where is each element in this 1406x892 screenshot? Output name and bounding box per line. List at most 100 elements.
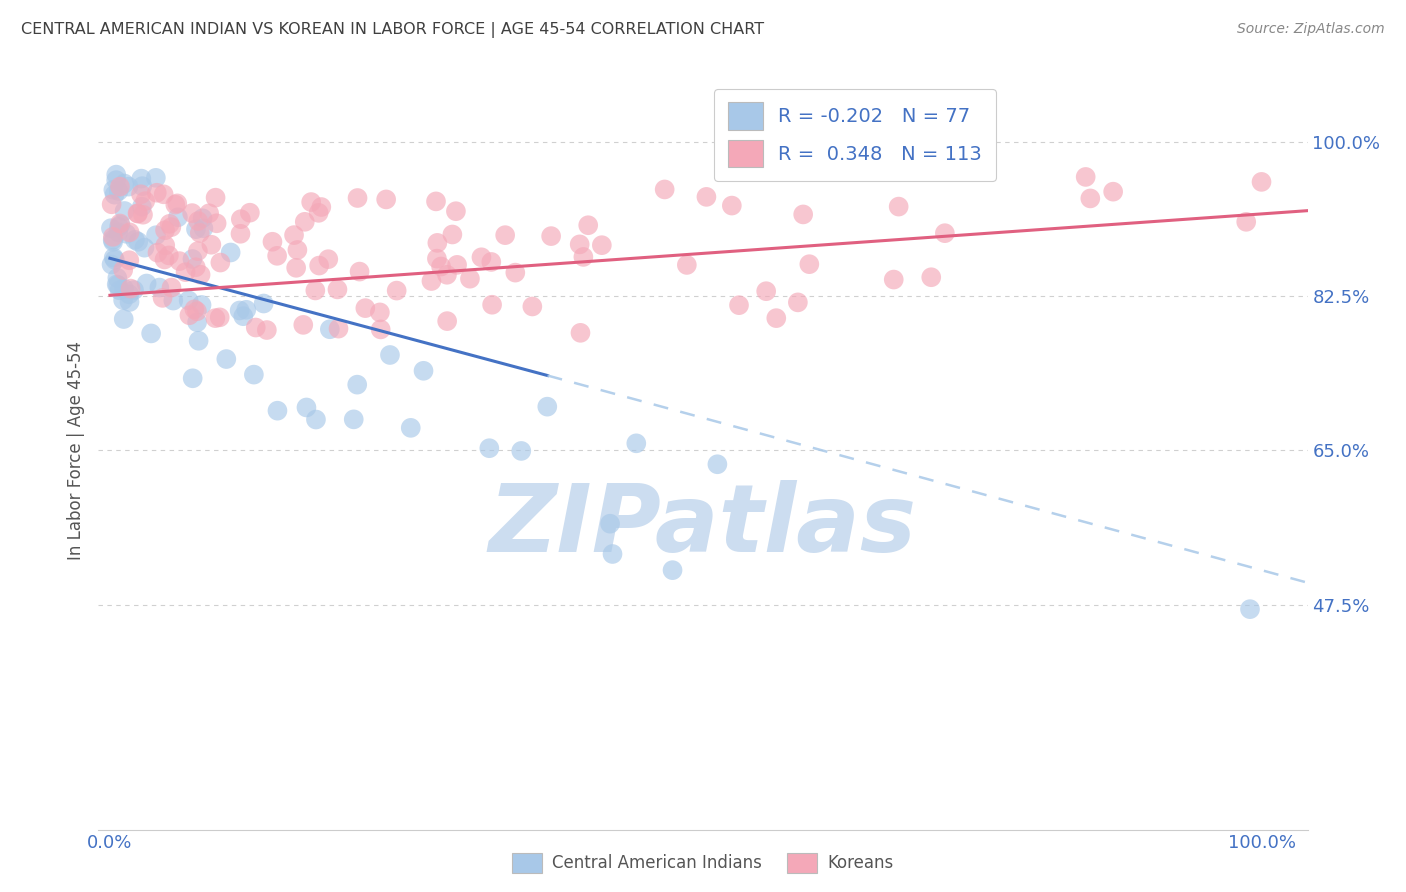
Point <box>183 302 205 317</box>
Point <box>228 303 250 318</box>
Point <box>316 252 339 267</box>
Point <box>262 235 284 249</box>
Point <box>112 282 135 296</box>
Legend: Central American Indians, Koreans: Central American Indians, Koreans <box>506 847 900 880</box>
Point <box>430 260 453 274</box>
Point <box>181 371 204 385</box>
Point <box>200 237 222 252</box>
Point <box>134 194 156 208</box>
Point <box>146 245 169 260</box>
Text: CENTRAL AMERICAN INDIAN VS KOREAN IN LABOR FORCE | AGE 45-54 CORRELATION CHART: CENTRAL AMERICAN INDIAN VS KOREAN IN LAB… <box>21 22 765 38</box>
Point <box>232 309 254 323</box>
Point <box>540 229 562 244</box>
Point <box>157 248 180 262</box>
Point <box>209 255 232 269</box>
Point <box>118 225 141 239</box>
Point <box>934 226 956 240</box>
Point <box>107 225 129 239</box>
Point <box>370 322 392 336</box>
Point <box>765 311 787 326</box>
Point <box>186 315 208 329</box>
Point <box>115 227 138 241</box>
Point <box>243 368 266 382</box>
Point <box>131 200 153 214</box>
Point <box>103 183 125 197</box>
Point <box>695 190 717 204</box>
Point <box>166 196 188 211</box>
Point <box>100 197 122 211</box>
Point <box>193 221 215 235</box>
Point <box>153 223 176 237</box>
Point <box>294 215 316 229</box>
Point <box>146 186 169 200</box>
Point <box>304 284 326 298</box>
Point <box>755 284 778 298</box>
Point <box>112 263 135 277</box>
Point <box>229 212 252 227</box>
Point <box>446 258 468 272</box>
Point <box>285 260 308 275</box>
Point <box>120 282 142 296</box>
Point <box>420 274 443 288</box>
Point <box>190 268 212 282</box>
Point <box>568 237 591 252</box>
Point <box>204 191 226 205</box>
Point <box>1078 191 1101 205</box>
Point <box>107 278 129 293</box>
Point <box>728 298 751 312</box>
Point <box>1102 185 1125 199</box>
Point <box>105 277 128 292</box>
Point <box>131 171 153 186</box>
Point <box>343 412 366 426</box>
Point <box>198 206 221 220</box>
Point <box>100 221 122 235</box>
Point <box>165 197 187 211</box>
Point <box>721 198 744 212</box>
Point <box>131 179 153 194</box>
Point <box>920 270 942 285</box>
Point <box>458 271 481 285</box>
Text: ZIPatlas: ZIPatlas <box>489 480 917 573</box>
Point <box>155 238 177 252</box>
Point <box>425 194 447 209</box>
Point <box>235 302 257 317</box>
Point <box>676 258 699 272</box>
Point <box>479 255 502 269</box>
Point <box>426 235 449 250</box>
Point <box>134 241 156 255</box>
Point <box>129 187 152 202</box>
Point <box>127 206 149 220</box>
Point <box>1074 169 1097 184</box>
Point <box>399 421 422 435</box>
Point <box>602 547 624 561</box>
Point <box>179 308 201 322</box>
Point <box>883 272 905 286</box>
Point <box>184 222 207 236</box>
Point <box>412 364 434 378</box>
Point <box>187 334 209 348</box>
Point <box>105 173 128 187</box>
Point <box>187 214 209 228</box>
Point <box>572 250 595 264</box>
Point <box>436 314 458 328</box>
Point <box>101 235 124 249</box>
Point <box>204 311 226 326</box>
Point <box>887 200 910 214</box>
Point <box>219 245 242 260</box>
Point <box>132 208 155 222</box>
Point <box>326 282 349 296</box>
Point <box>505 266 527 280</box>
Point <box>229 227 252 241</box>
Point <box>139 326 162 341</box>
Point <box>118 287 141 301</box>
Legend: R = -0.202   N = 77, R =  0.348   N = 113: R = -0.202 N = 77, R = 0.348 N = 113 <box>714 88 995 181</box>
Y-axis label: In Labor Force | Age 45-54: In Labor Force | Age 45-54 <box>66 341 84 560</box>
Point <box>478 441 501 455</box>
Point <box>299 195 322 210</box>
Point <box>159 217 181 231</box>
Point <box>181 206 204 220</box>
Point <box>626 436 648 450</box>
Point <box>346 191 368 205</box>
Point <box>287 243 309 257</box>
Point <box>319 322 342 336</box>
